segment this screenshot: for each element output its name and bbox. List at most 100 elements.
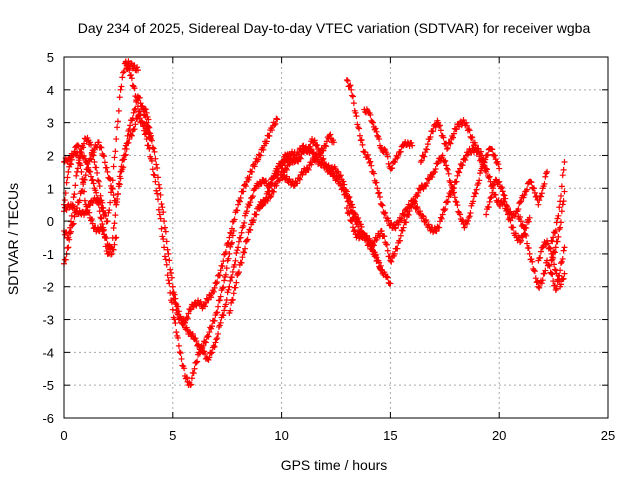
data-point-interp	[443, 162, 450, 169]
data-point-interp	[383, 273, 390, 280]
data-point-interp	[155, 181, 162, 188]
data-point	[213, 309, 220, 316]
data-point-interp	[549, 271, 556, 278]
data-point-interp	[442, 157, 449, 164]
data-point	[82, 172, 89, 179]
data-point-interp	[260, 146, 267, 153]
data-point-interp	[405, 212, 412, 219]
data-point-interp	[303, 148, 310, 155]
data-point-interp	[101, 159, 108, 166]
data-point-interp	[125, 63, 132, 70]
series-sat-n	[343, 145, 503, 265]
data-point-interp	[294, 180, 301, 187]
data-point-interp	[87, 173, 94, 180]
data-point-interp	[238, 259, 245, 266]
data-point	[65, 168, 72, 175]
data-point	[134, 67, 141, 74]
data-point-interp	[114, 124, 121, 131]
series-sat-j	[256, 145, 385, 274]
data-point-interp	[430, 128, 437, 135]
data-point-interp	[356, 125, 363, 132]
data-point-interp	[98, 215, 105, 222]
data-point-interp	[71, 213, 78, 220]
data-point	[187, 306, 194, 313]
data-point-interp	[194, 358, 201, 365]
data-point-interp	[64, 174, 71, 181]
data-point-interp	[149, 144, 156, 151]
data-point-interp	[484, 166, 491, 173]
data-point-interp	[208, 325, 215, 332]
data-point-interp	[444, 166, 451, 173]
data-point-interp	[267, 194, 274, 201]
data-point-interp	[80, 144, 87, 151]
data-point-interp	[359, 141, 366, 148]
data-point-interp	[290, 183, 297, 190]
data-point-interp	[419, 212, 426, 219]
data-point-interp	[240, 249, 247, 256]
data-point-interp	[160, 209, 167, 216]
data-point-interp	[438, 215, 445, 222]
data-point-interp	[471, 189, 478, 196]
data-point	[265, 188, 272, 195]
data-point-interp	[122, 151, 129, 158]
data-point-interp	[228, 274, 235, 281]
data-point-interp	[525, 218, 532, 225]
grid-lines	[64, 57, 608, 418]
data-point-interp	[384, 247, 391, 254]
data-point-interp	[225, 286, 232, 293]
data-point-interp	[255, 205, 262, 212]
data-point-interp	[441, 207, 448, 214]
y-tick-label: 3	[47, 116, 54, 131]
data-point	[343, 204, 350, 211]
data-point-interp	[319, 156, 326, 163]
data-point-interp	[190, 304, 197, 311]
data-point-interp	[423, 217, 430, 224]
data-point	[387, 280, 394, 287]
data-point-interp	[70, 194, 77, 201]
data-point-interp	[560, 198, 567, 205]
y-axis-label: SDTVAR / TECUs	[5, 183, 21, 295]
data-point-interp	[550, 234, 557, 241]
data-point-interp	[399, 227, 406, 234]
data-point-interp	[81, 155, 88, 162]
data-point-interp	[382, 209, 389, 216]
data-point	[369, 247, 376, 254]
data-point-interp	[123, 146, 130, 153]
data-point-interp	[185, 310, 192, 317]
data-point-interp	[193, 359, 200, 366]
data-point-interp	[155, 174, 162, 181]
y-tick-label: 4	[47, 83, 54, 98]
data-point-interp	[183, 314, 190, 321]
data-point-interp	[373, 128, 380, 135]
data-point-interp	[558, 183, 565, 190]
data-point-interp	[109, 177, 116, 184]
data-point-interp	[501, 198, 508, 205]
data-point-interp	[195, 297, 202, 304]
y-tick-label: 0	[47, 214, 54, 229]
data-point-interp	[235, 238, 242, 245]
data-point-interp	[444, 144, 451, 151]
data-point	[378, 201, 385, 208]
data-point-interp	[437, 127, 444, 134]
data-point-interp	[486, 198, 493, 205]
data-point-interp	[431, 169, 438, 176]
data-point-interp	[235, 269, 242, 276]
data-point-interp	[529, 258, 536, 265]
data-point-interp	[269, 179, 276, 186]
data-point	[213, 336, 220, 343]
data-point	[413, 204, 420, 211]
data-point-interp	[268, 193, 275, 200]
x-tick-label: 10	[274, 428, 288, 443]
data-point-interp	[297, 155, 304, 162]
data-point-interp	[219, 285, 226, 292]
data-point-interp	[67, 228, 74, 235]
y-tick-label: -6	[42, 411, 54, 426]
data-point-interp	[351, 227, 358, 234]
data-point	[195, 342, 202, 349]
data-point	[113, 201, 120, 208]
data-point-interp	[93, 164, 100, 171]
series-sat-g	[139, 103, 281, 326]
data-point-interp	[198, 344, 205, 351]
data-point-interp	[206, 354, 213, 361]
data-point-interp	[464, 217, 471, 224]
